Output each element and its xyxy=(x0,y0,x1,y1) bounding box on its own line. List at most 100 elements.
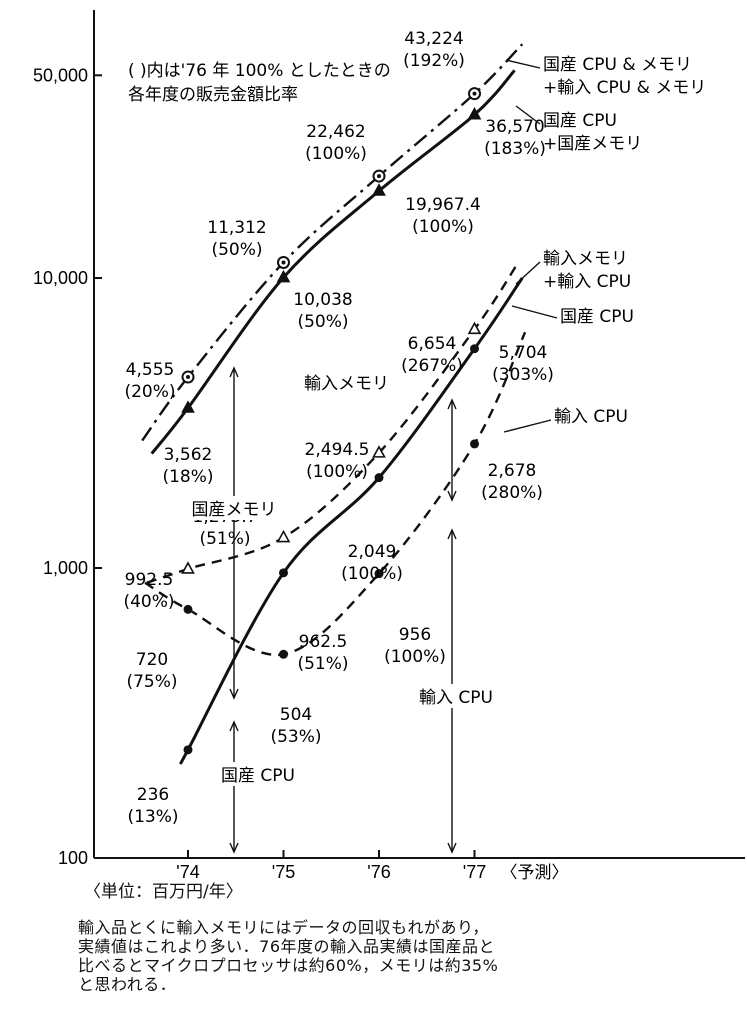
x-tick-label: '77 xyxy=(463,862,486,880)
data-pct-label: (192%) xyxy=(403,51,465,71)
data-pct-label: (50%) xyxy=(211,240,262,260)
data-value-label: 19,967.4 xyxy=(405,195,481,215)
data-value-label: 5,704 xyxy=(499,343,548,363)
import-cpu-arrow-head-bottom xyxy=(447,842,457,854)
data-pct-label: (20%) xyxy=(124,382,175,402)
data-pct-label: (53%) xyxy=(270,727,321,747)
marker-total_all-center xyxy=(472,91,477,96)
unit-label: 〈単位：百万円/年〉 xyxy=(84,882,243,902)
y-tick-label: 50,000 xyxy=(33,65,88,85)
footnote-line-4: と思われる． xyxy=(78,975,177,994)
legend-leader-domestic_cpu xyxy=(511,305,558,319)
marker-total_all-center xyxy=(281,260,286,265)
data-pct-label: (280%) xyxy=(481,483,543,503)
legend-leader-domestic_total xyxy=(515,105,541,125)
marker-domestic_total xyxy=(181,400,195,413)
marker-domestic_total xyxy=(372,183,386,196)
marker-total_all-center xyxy=(186,375,190,380)
domestic-cpu-arrow-head-top xyxy=(229,720,239,732)
footnote-line-1: 輸入品とくに輸入メモリにはデータの回収もれがあり， xyxy=(78,918,489,937)
data-pct-label: (50%) xyxy=(297,312,348,332)
import-memory-label: 輸入メモリ xyxy=(304,374,389,394)
domestic-cpu-label-bg xyxy=(210,762,296,786)
legend-label-domestic_total: 国産 CPU xyxy=(543,111,617,131)
legend-label-total_all: +輸入 CPU & メモリ xyxy=(543,78,706,98)
marker-import_total xyxy=(372,445,386,458)
data-value-label: 992.5 xyxy=(125,570,174,590)
data-value-label: 22,462 xyxy=(306,122,365,142)
series-line-total_all xyxy=(141,43,524,442)
data-value-label: 236 xyxy=(137,785,169,805)
import-cpu-label-bg xyxy=(412,684,502,708)
marker-import_cpu xyxy=(183,604,193,614)
y-tick-label: 1,000 xyxy=(43,558,88,578)
data-value-label: 36,570 xyxy=(485,117,544,137)
data-value-label: 3,562 xyxy=(164,445,213,465)
data-pct-label: (100%) xyxy=(306,462,368,482)
footnote-line-3: 比べるとマイクロプロセッサは約60%，メモリは約35% xyxy=(78,956,499,975)
forecast-label: 〈予測〉 xyxy=(501,863,569,880)
data-pct-label: (51%) xyxy=(297,654,348,674)
data-value-label: 2,494.5 xyxy=(305,440,370,460)
data-pct-label: (100%) xyxy=(412,217,474,237)
marker-import_total xyxy=(181,561,195,574)
domestic-cpu-arrow-head-bottom xyxy=(229,842,239,854)
data-pct-label: (303%) xyxy=(492,365,554,385)
data-value-label: 10,038 xyxy=(293,290,352,310)
marker-import_cpu xyxy=(279,649,288,659)
marker-import_total xyxy=(467,321,482,335)
series-markers xyxy=(181,87,482,755)
chart-footer: 〈単位：百万円/年〉 輸入品とくに輸入メモリにはデータの回収もれがあり， 実績値… xyxy=(78,882,678,995)
domestic-memory-arrow-head-top xyxy=(229,366,239,378)
legend-label-import_total: 輸入メモリ xyxy=(543,249,628,269)
legend-label-import_cpu: 輸入 CPU xyxy=(554,407,628,427)
data-value-label: 11,312 xyxy=(207,218,266,238)
domestic-cpu-label: 国産 CPU xyxy=(221,766,295,786)
marker-domestic_cpu xyxy=(470,344,479,354)
domestic-memory-arrow-head-bottom xyxy=(229,688,239,700)
marker-domestic_cpu xyxy=(183,745,193,755)
line-chart: 100 1,000 10,000 50,000 '74 '75 '76 '77 〈予測〉 4,5… xyxy=(33,10,745,880)
data-pct-label: (18%) xyxy=(162,467,213,487)
x-tick-label: '75 xyxy=(272,862,295,880)
data-value-label: 504 xyxy=(280,705,312,725)
import-cpu-arrow-head-top xyxy=(447,528,457,540)
legend-leader-total_all xyxy=(505,59,541,69)
data-pct-label: (100%) xyxy=(341,564,403,584)
marker-import_total xyxy=(276,529,291,543)
marker-domestic_cpu xyxy=(374,473,384,483)
footnote-line-2: 実績値はこれより多い．76年度の輸入品実績は国産品と xyxy=(78,937,496,956)
domestic-memory-label-bg xyxy=(182,496,286,520)
legend-leader-import_total xyxy=(515,261,541,285)
marker-domestic_total xyxy=(467,107,482,120)
marker-total_all-center xyxy=(377,174,381,179)
data-value-label: 962.5 xyxy=(299,632,348,652)
x-tick-label: '76 xyxy=(367,862,390,880)
data-value-label: 2,049 xyxy=(348,542,397,562)
data-value-label: 956 xyxy=(399,625,431,645)
note-line-2: 各年度の販売金額比率 xyxy=(128,85,298,105)
x-tick-label: '74 xyxy=(176,862,199,880)
y-tick-label: 100 xyxy=(58,848,88,868)
data-pct-label: (13%) xyxy=(127,807,178,827)
import-memory-arrow-head-top xyxy=(447,398,457,410)
y-tick-label: 10,000 xyxy=(33,268,88,288)
data-value-label: 720 xyxy=(136,650,168,670)
import-memory-arrow-head-bottom xyxy=(447,490,457,502)
data-value-label: 43,224 xyxy=(404,29,463,49)
chart-axes: 100 1,000 10,000 50,000 '74 '75 '76 '77 〈予測〉 xyxy=(33,10,745,880)
legend-label-domestic_total: +国産メモリ xyxy=(543,134,642,154)
data-value-label: 6,654 xyxy=(408,334,457,354)
legend-label-total_all: 国産 CPU & メモリ xyxy=(543,55,692,75)
data-value-label: 2,678 xyxy=(488,461,537,481)
data-pct-label: (267%) xyxy=(401,356,463,376)
data-pct-label: (100%) xyxy=(305,144,367,164)
data-pct-label: (75%) xyxy=(126,672,177,692)
domestic-memory-label: 国産メモリ xyxy=(192,500,277,520)
marker-domestic_cpu xyxy=(279,568,288,578)
data-value-label: 4,555 xyxy=(126,360,175,380)
legend-leader-import_cpu xyxy=(503,419,552,433)
data-pct-label: (40%) xyxy=(123,592,174,612)
marker-import_cpu xyxy=(374,569,384,579)
